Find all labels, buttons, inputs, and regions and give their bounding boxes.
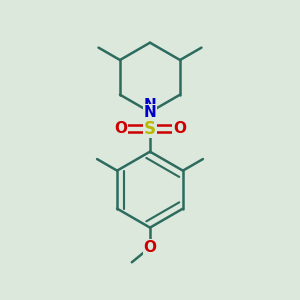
Text: N: N (144, 98, 156, 113)
Text: S: S (144, 119, 156, 137)
Text: O: O (173, 121, 186, 136)
Text: O: O (143, 240, 157, 255)
Text: N: N (144, 104, 156, 119)
Text: O: O (114, 121, 127, 136)
